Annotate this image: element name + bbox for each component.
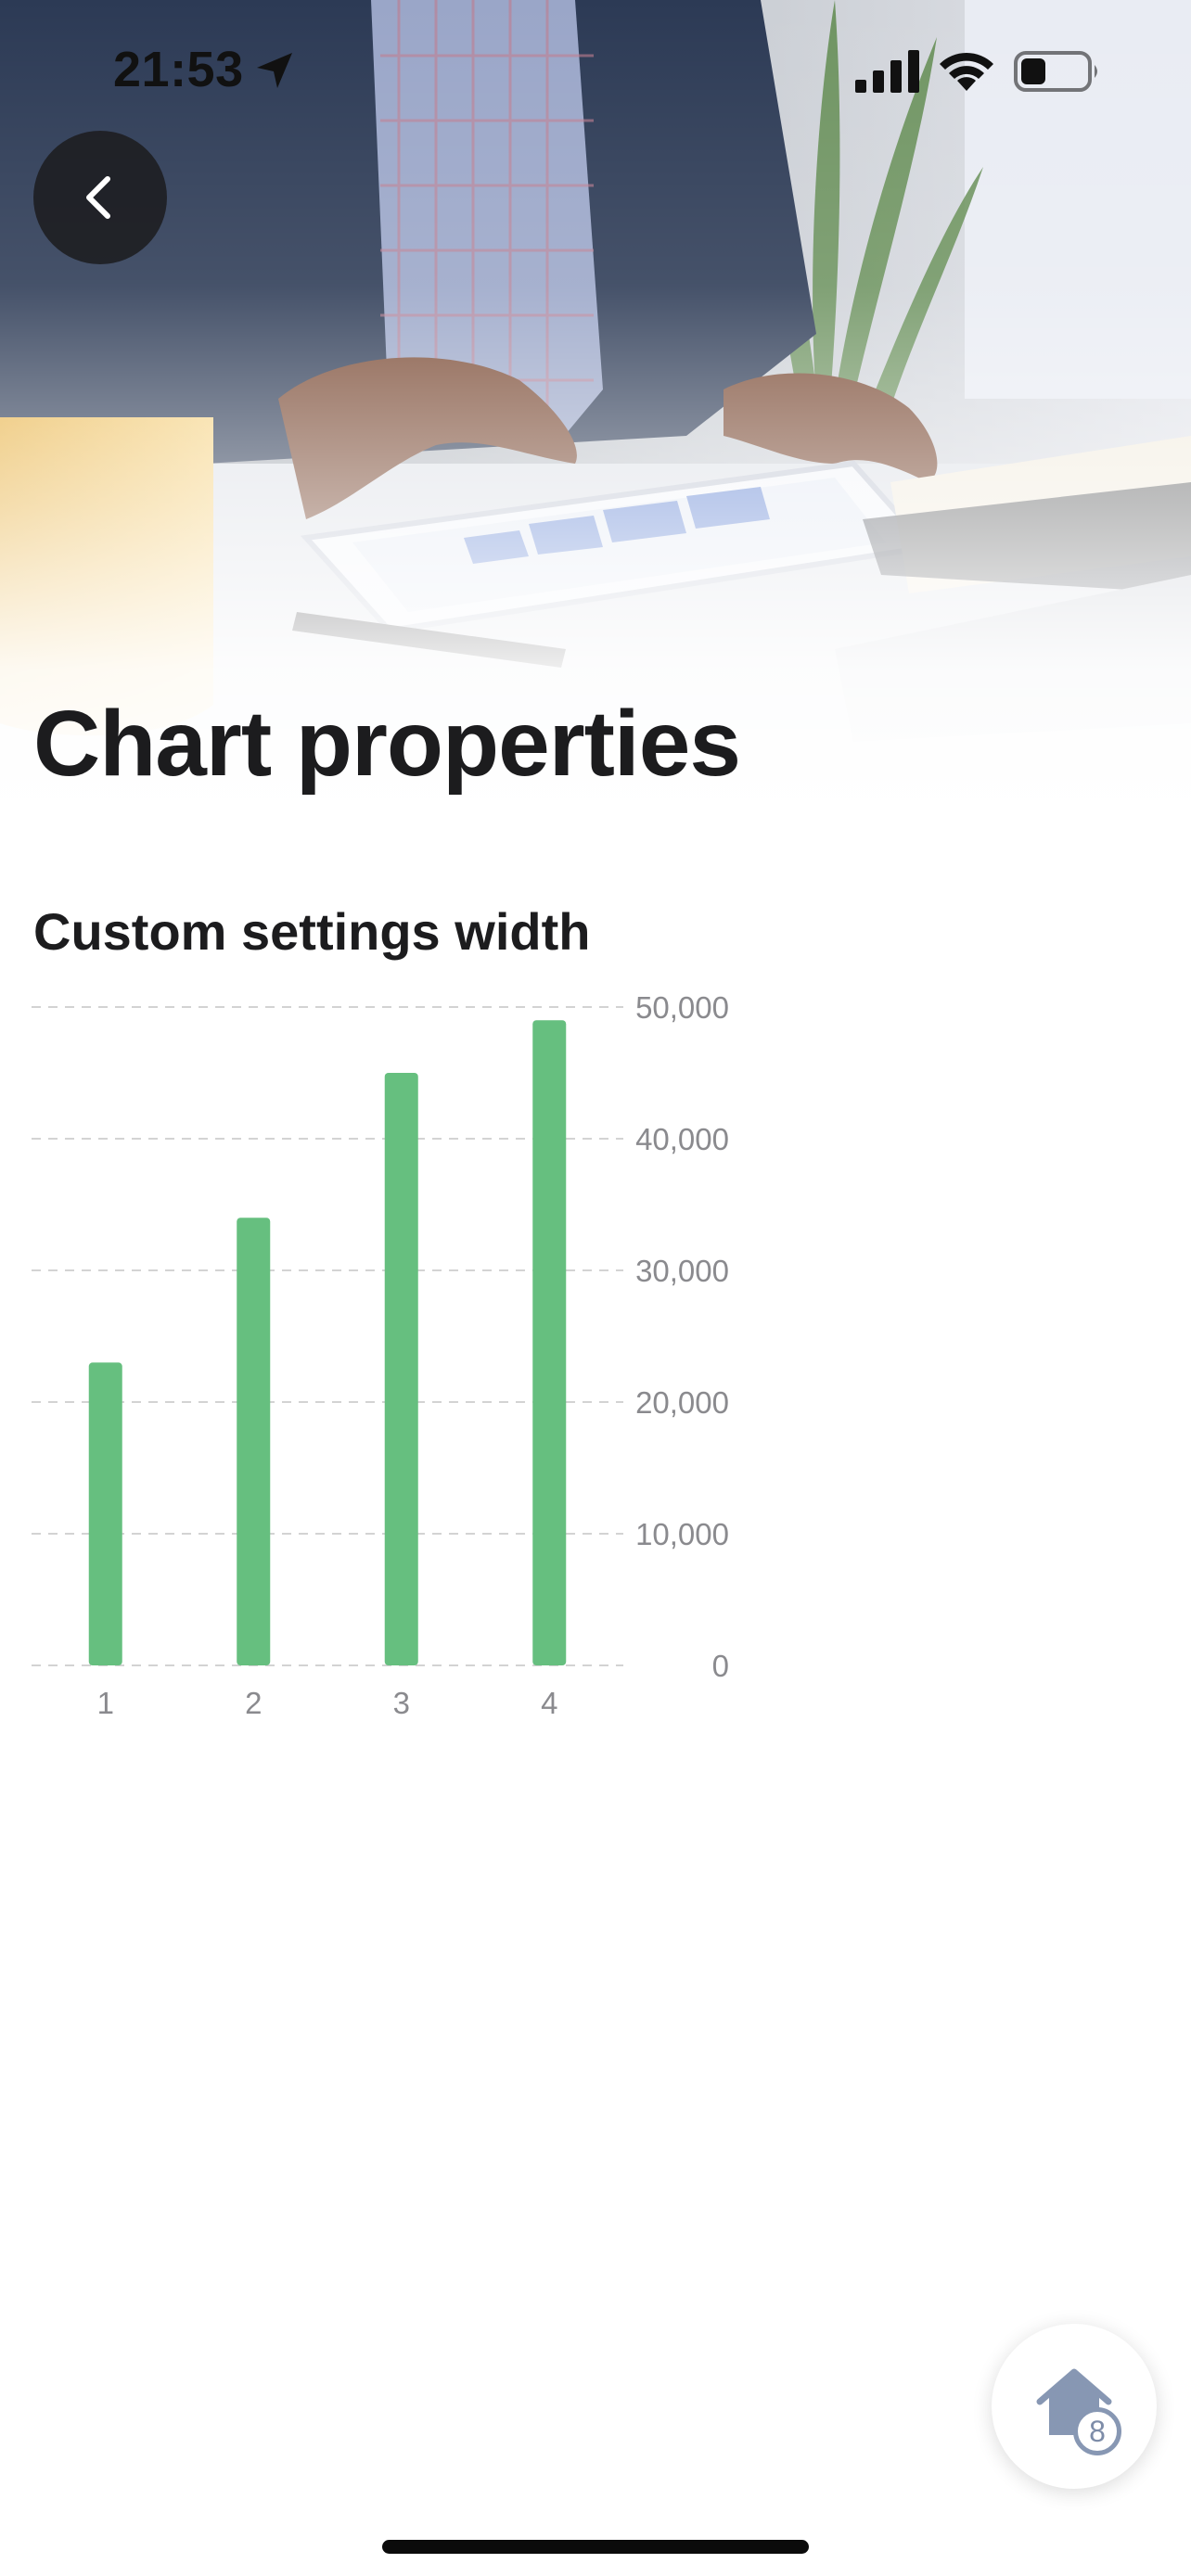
chevron-left-icon — [86, 176, 110, 219]
back-button[interactable] — [33, 131, 167, 264]
battery-icon — [1014, 51, 1097, 92]
x-tick-label: 3 — [393, 1686, 410, 1720]
y-tick-label: 30,000 — [635, 1254, 729, 1288]
bar-2 — [237, 1218, 271, 1665]
home-badge: 8 — [1073, 2407, 1121, 2455]
bar-1 — [88, 1362, 122, 1665]
home-indicator — [382, 2540, 809, 2554]
x-tick-label: 1 — [97, 1686, 114, 1720]
hero-photo — [0, 0, 1191, 816]
bars — [88, 1020, 567, 1665]
location-arrow-icon — [257, 53, 292, 88]
hero-fade-overlay — [0, 0, 1191, 816]
chart-title: Custom settings width — [33, 902, 591, 961]
bar-3 — [384, 1073, 418, 1665]
wifi-icon — [940, 52, 993, 91]
y-tick-label: 20,000 — [635, 1385, 729, 1420]
cellular-signal-icon — [855, 50, 919, 93]
page-title: Chart properties — [33, 692, 741, 796]
y-tick-label: 0 — [712, 1649, 729, 1683]
y-tick-label: 40,000 — [635, 1122, 729, 1156]
bar-4 — [532, 1020, 567, 1665]
x-tick-label: 4 — [541, 1686, 557, 1720]
y-axis-ticks: 0 10,000 20,000 30,000 40,000 50,000 — [635, 990, 729, 1683]
home-button[interactable]: 8 — [992, 2324, 1157, 2489]
grid-lines — [32, 1006, 623, 1666]
status-time: 21:53 — [113, 42, 244, 97]
y-tick-label: 10,000 — [635, 1517, 729, 1551]
y-tick-label: 50,000 — [635, 990, 729, 1025]
status-bar: 21:53 — [0, 0, 1191, 139]
x-tick-label: 2 — [245, 1686, 262, 1720]
bar-chart: 0 10,000 20,000 30,000 40,000 50,000 1 2 3 4 — [32, 990, 729, 1720]
x-axis-ticks: 1 2 3 4 — [97, 1686, 558, 1720]
